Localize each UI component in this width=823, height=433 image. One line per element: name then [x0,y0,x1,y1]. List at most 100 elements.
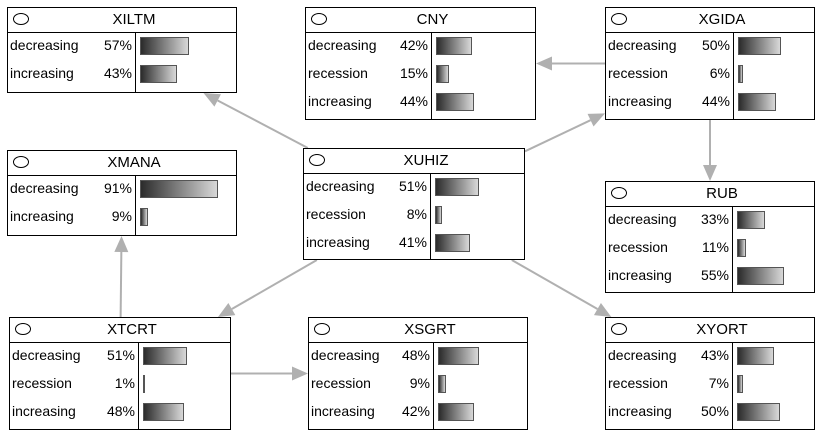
state-label: decreasing [608,37,677,53]
node-xgida[interactable]: XGIDA decreasing 50% recession 6% increasing 4… [605,7,815,120]
state-label: decreasing [311,347,380,363]
arrowhead-icon [218,302,236,317]
node-xuhiz[interactable]: XUHIZ decreasing 51% recession 8% increasing 4… [303,148,525,260]
state-probability-bar [737,267,784,285]
state-row: recession 9% [309,371,527,399]
state-row: increasing 55% [606,263,814,291]
node-oval-icon [314,323,330,335]
state-label: increasing [311,403,375,419]
edge-xtcrt-to-xsgrt [231,366,308,381]
state-label: decreasing [608,347,677,363]
state-percent: 44% [701,93,730,109]
node-header: XTCRT [10,318,230,343]
node-column-divider [433,343,434,429]
state-row: decreasing 51% [304,174,524,202]
node-header: CNY [306,8,535,33]
edge-xuhiz-to-xiltm [203,93,309,149]
state-percent: 44% [399,93,428,109]
state-percent: 8% [406,206,427,222]
node-title: XUHIZ [403,152,449,169]
state-percent: 33% [700,211,729,227]
state-label: decreasing [10,37,79,53]
state-percent: 48% [106,403,135,419]
state-label: recession [306,206,366,222]
node-column-divider [732,343,733,429]
state-row: recession 8% [304,202,524,230]
state-probability-bar [737,347,774,365]
state-probability-bar [438,347,479,365]
node-column-divider [430,174,431,259]
state-row: decreasing 57% [8,33,236,61]
edge-line [511,259,598,310]
state-row: recession 15% [306,61,535,89]
node-title: XTCRT [107,321,157,338]
node-oval-icon [13,156,29,168]
state-probability-bar [140,65,177,83]
edge-line [217,99,309,149]
node-oval-icon [13,13,29,25]
node-cny[interactable]: CNY decreasing 42% recession 15% increasing 44… [305,7,536,120]
state-label: increasing [608,267,672,283]
state-probability-bar [140,208,148,226]
state-row: decreasing 51% [10,343,230,371]
state-row: increasing 42% [309,399,527,427]
node-header: XSGRT [309,318,527,343]
node-title: XILTM [112,11,156,28]
edge-xuhiz-to-xgida [524,113,605,153]
node-states: decreasing 42% recession 15% increasing 44% [306,33,535,119]
node-title: RUB [706,185,738,202]
state-row: recession 1% [10,371,230,399]
state-row: increasing 9% [8,204,236,232]
state-percent: 6% [709,65,730,81]
node-title: XYORT [696,321,748,338]
state-row: decreasing 33% [606,207,814,235]
node-states: decreasing 50% recession 6% increasing 44% [606,33,814,119]
state-probability-bar [738,37,781,55]
node-xyort[interactable]: XYORT decreasing 43% recession 7% increasing 5… [605,317,815,430]
node-states: decreasing 48% recession 9% increasing 42% [309,343,527,429]
edge-xtcrt-to-xmana [114,236,129,318]
node-header: RUB [606,182,814,207]
state-label: recession [608,65,668,81]
state-percent: 9% [111,208,132,224]
state-label: recession [608,239,668,255]
state-label: increasing [12,403,76,419]
state-label: recession [608,375,668,391]
state-row: decreasing 43% [606,343,814,371]
edge-line [119,251,123,318]
state-row: decreasing 42% [306,33,535,61]
node-header: XMANA [8,151,236,176]
arrowhead-icon [587,113,605,127]
state-probability-bar [435,206,442,224]
state-percent: 51% [398,178,427,194]
node-rub[interactable]: RUB decreasing 33% recession 11% increasing 55… [605,181,815,293]
arrowhead-icon [536,56,552,71]
node-xsgrt[interactable]: XSGRT decreasing 48% recession 9% increasing 4… [308,317,528,430]
edge-line [524,119,591,153]
state-label: decreasing [12,347,81,363]
state-label: increasing [608,403,672,419]
state-row: increasing 44% [606,89,814,117]
node-oval-icon [311,13,327,25]
node-states: decreasing 57% increasing 43% [8,33,236,92]
node-column-divider [135,33,136,92]
node-xtcrt[interactable]: XTCRT decreasing 51% recession 1% increasing 4… [9,317,231,430]
edge-line [231,259,318,310]
state-probability-bar [143,403,184,421]
node-header: XUHIZ [304,149,524,174]
state-probability-bar [143,347,187,365]
state-probability-bar [737,239,746,257]
state-label: increasing [308,93,372,109]
arrowhead-icon [292,366,308,381]
state-percent: 41% [398,234,427,250]
node-xiltm[interactable]: XILTM decreasing 57% increasing 43% [7,7,237,93]
state-percent: 91% [103,180,132,196]
state-probability-bar [435,234,470,252]
arrowhead-icon [593,302,612,317]
state-row: decreasing 48% [309,343,527,371]
state-percent: 43% [700,347,729,363]
node-title: XSGRT [404,321,456,338]
arrowhead-icon [114,236,129,253]
node-xmana[interactable]: XMANA decreasing 91% increasing 9% [7,150,237,236]
